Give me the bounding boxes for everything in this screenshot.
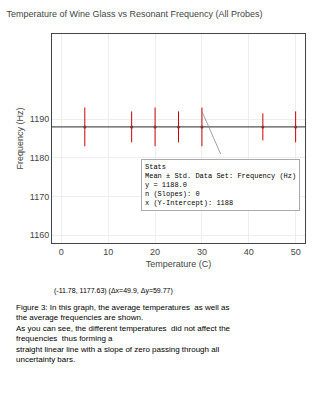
svg-text:10: 10 (103, 247, 113, 257)
svg-text:20: 20 (150, 247, 160, 257)
svg-text:40: 40 (244, 247, 254, 257)
svg-text:Temperature (C): Temperature (C) (146, 259, 212, 269)
svg-text:0: 0 (59, 247, 64, 257)
svg-text:(-11.78, 1177.63) (Δx=49.9, Δy: (-11.78, 1177.63) (Δx=49.9, Δy=59.77) (54, 287, 173, 295)
svg-text:Temperature of Wine Glass vs R: Temperature of Wine Glass vs Resonant Fr… (6, 9, 262, 19)
svg-text:Figure 3: In this graph, the a: Figure 3: In this graph, the average tem… (16, 303, 231, 364)
svg-text:1180: 1180 (30, 153, 49, 163)
svg-text:1160: 1160 (30, 230, 49, 240)
svg-text:Frequency (Hz): Frequency (Hz) (15, 107, 25, 169)
svg-text:50: 50 (291, 247, 301, 257)
svg-text:1190: 1190 (30, 114, 49, 124)
svg-text:1170: 1170 (30, 192, 49, 202)
svg-text:30: 30 (197, 247, 207, 257)
svg-text:StatsMean ± Std. Data Set: Fre: StatsMean ± Std. Data Set: Frequency (Hz… (145, 163, 296, 207)
